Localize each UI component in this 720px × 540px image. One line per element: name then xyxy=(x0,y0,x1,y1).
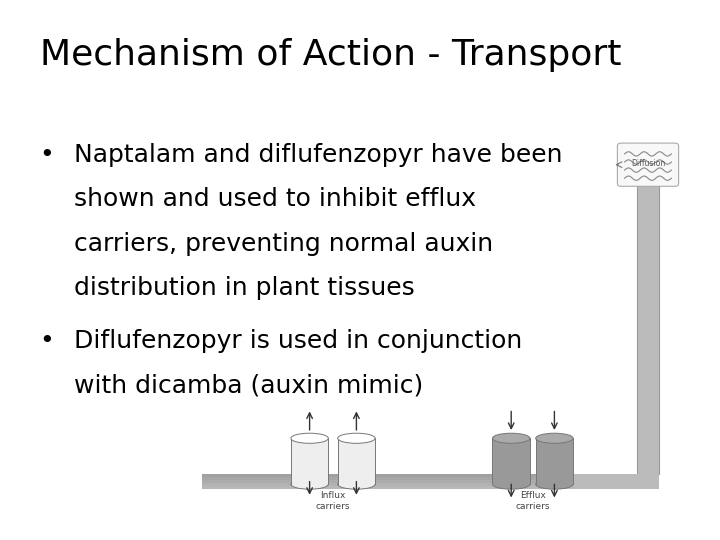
Text: carriers, preventing normal auxin: carriers, preventing normal auxin xyxy=(74,232,493,255)
Bar xyxy=(202,474,659,477)
FancyBboxPatch shape xyxy=(338,438,375,484)
Ellipse shape xyxy=(291,479,328,489)
Ellipse shape xyxy=(492,433,530,443)
FancyBboxPatch shape xyxy=(618,143,679,186)
Bar xyxy=(573,474,659,489)
Bar xyxy=(202,485,659,489)
Bar xyxy=(202,483,659,485)
Bar xyxy=(637,151,659,474)
Ellipse shape xyxy=(536,433,573,443)
Ellipse shape xyxy=(338,479,375,489)
Ellipse shape xyxy=(338,433,375,443)
Ellipse shape xyxy=(536,479,573,489)
FancyBboxPatch shape xyxy=(291,438,328,484)
Ellipse shape xyxy=(492,479,530,489)
Text: Diffusion: Diffusion xyxy=(631,159,665,168)
Ellipse shape xyxy=(291,433,328,443)
Bar xyxy=(202,480,659,483)
Text: Mechanism of Action - Transport: Mechanism of Action - Transport xyxy=(40,38,621,72)
FancyBboxPatch shape xyxy=(536,438,573,484)
Text: with dicamba (auxin mimic): with dicamba (auxin mimic) xyxy=(74,374,423,397)
Text: Naptalam and diflufenzopyr have been: Naptalam and diflufenzopyr have been xyxy=(74,143,562,167)
Bar xyxy=(202,477,659,480)
FancyBboxPatch shape xyxy=(492,438,530,484)
Text: Efflux
carriers: Efflux carriers xyxy=(516,491,550,511)
Text: •: • xyxy=(40,143,54,167)
Text: distribution in plant tissues: distribution in plant tissues xyxy=(74,276,415,300)
Text: Diflufenzopyr is used in conjunction: Diflufenzopyr is used in conjunction xyxy=(74,329,523,353)
Text: Influx
carriers: Influx carriers xyxy=(316,491,350,511)
Text: shown and used to inhibit efflux: shown and used to inhibit efflux xyxy=(74,187,476,211)
Text: •: • xyxy=(40,329,54,353)
